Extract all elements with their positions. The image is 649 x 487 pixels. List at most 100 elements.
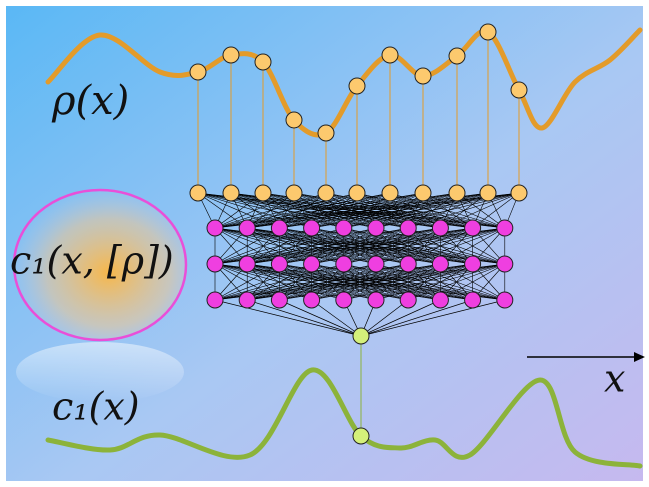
hidden-node xyxy=(206,291,224,309)
input-node xyxy=(254,184,272,202)
sample-node xyxy=(348,77,366,95)
weight xyxy=(311,299,362,337)
input-node xyxy=(222,184,240,202)
hidden-node xyxy=(206,255,224,273)
hidden-node xyxy=(303,255,321,273)
functional-label: c₁(x, [ρ]) xyxy=(10,239,174,283)
density-curve xyxy=(45,27,643,138)
hidden-node xyxy=(431,219,449,237)
weight xyxy=(214,263,344,301)
weight xyxy=(247,263,505,301)
weight xyxy=(408,192,520,229)
ellipse-reflection xyxy=(16,342,184,402)
input-node xyxy=(414,184,432,202)
sample-node xyxy=(510,81,528,99)
weight xyxy=(247,227,505,265)
hidden-node xyxy=(464,291,482,309)
hidden-node xyxy=(238,219,256,237)
sample-node xyxy=(381,46,399,64)
sample-node xyxy=(254,53,272,71)
input-node xyxy=(479,184,497,202)
weight xyxy=(375,192,520,229)
network xyxy=(189,23,528,445)
weight xyxy=(375,227,505,265)
output-node xyxy=(352,327,370,345)
input-node xyxy=(510,184,528,202)
input-node xyxy=(448,184,466,202)
hidden-node xyxy=(270,219,288,237)
input-node xyxy=(381,184,399,202)
weight xyxy=(214,192,358,229)
sample-node xyxy=(414,67,432,85)
weight xyxy=(360,299,473,337)
hidden-node xyxy=(270,291,288,309)
hidden-node xyxy=(399,291,417,309)
weight xyxy=(214,192,458,229)
weight xyxy=(214,227,280,265)
c1-label: c₁(x) xyxy=(52,385,140,429)
x-arrow-head xyxy=(634,352,645,362)
hidden-node xyxy=(496,291,514,309)
input-node xyxy=(348,184,366,202)
hidden-node xyxy=(335,291,353,309)
sample-node xyxy=(189,63,207,81)
c1-sample-node xyxy=(352,427,370,445)
weight xyxy=(408,263,505,301)
input-node xyxy=(317,184,335,202)
hidden-node xyxy=(399,255,417,273)
weight xyxy=(408,227,505,265)
weight xyxy=(360,299,409,337)
weight xyxy=(440,227,505,265)
input-node xyxy=(285,184,303,202)
weight xyxy=(214,263,312,301)
weight xyxy=(214,227,344,265)
hidden-node xyxy=(367,255,385,273)
weight xyxy=(214,227,312,265)
hidden-node xyxy=(367,219,385,237)
hidden-node xyxy=(303,219,321,237)
sample-node xyxy=(448,47,466,65)
weight xyxy=(214,192,264,229)
x-axis-label: x xyxy=(604,357,625,401)
hidden-node xyxy=(303,291,321,309)
sample-node xyxy=(479,23,497,41)
weight xyxy=(214,192,520,229)
hidden-node xyxy=(431,291,449,309)
hidden-node xyxy=(335,255,353,273)
functional-ellipse xyxy=(12,188,188,342)
weight xyxy=(214,263,280,301)
weight xyxy=(214,227,473,265)
sample-node xyxy=(222,46,240,64)
weight xyxy=(440,192,520,229)
weight xyxy=(214,192,327,229)
hidden-node xyxy=(335,219,353,237)
curves xyxy=(45,27,643,469)
hidden-node xyxy=(206,219,224,237)
weight xyxy=(472,192,520,229)
input-node xyxy=(189,184,207,202)
weight xyxy=(375,263,505,301)
weight xyxy=(247,299,362,337)
rho-label: ρ(x) xyxy=(51,78,129,124)
c1-curve xyxy=(45,367,643,469)
hidden-node xyxy=(270,255,288,273)
hidden-node xyxy=(238,291,256,309)
weight xyxy=(214,192,295,229)
weight xyxy=(360,299,505,337)
hidden-node xyxy=(399,219,417,237)
weight xyxy=(214,299,362,337)
hidden-node xyxy=(238,255,256,273)
hidden-node xyxy=(464,255,482,273)
weight xyxy=(247,192,520,229)
weight xyxy=(360,299,441,337)
weight xyxy=(279,299,362,337)
hidden-node xyxy=(367,291,385,309)
weight xyxy=(214,192,489,229)
hidden-node xyxy=(464,219,482,237)
weight xyxy=(214,227,505,265)
hidden-node xyxy=(431,255,449,273)
weight xyxy=(214,263,473,301)
weight xyxy=(214,263,505,301)
